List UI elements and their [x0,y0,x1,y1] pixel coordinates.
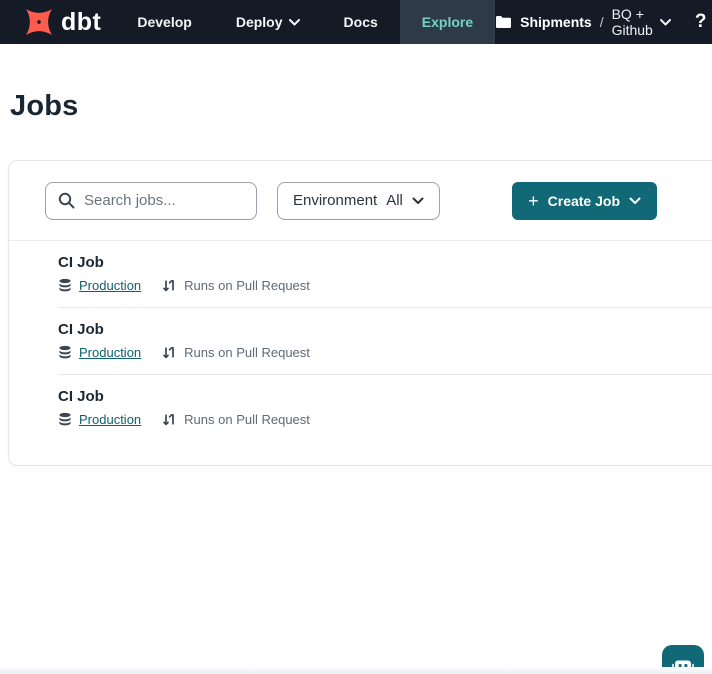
nav-item-develop[interactable]: Develop [137,14,192,30]
nav-item-explore[interactable]: Explore [399,0,496,44]
bottom-page-edge [0,667,712,674]
job-meta: Production Runs on Pull Request [58,278,712,293]
environment-filter-dropdown[interactable]: Environment All [277,181,440,220]
nav-right-section: Shipments / BQ + Github ? ⚙ [495,0,712,44]
plus-icon: + [528,190,539,211]
job-meta: Production Runs on Pull Request [58,345,712,360]
dbt-logo-icon [24,7,54,37]
create-job-button[interactable]: + Create Job [512,181,657,220]
job-title: CI Job [58,321,104,338]
help-icon[interactable]: ? [694,11,707,32]
breadcrumb-separator: / [599,14,604,30]
project-selector[interactable]: Shipments / BQ + Github [495,6,671,38]
jobs-card: Environment All + Create Job CI Job [8,160,712,466]
job-environment-link[interactable]: Production [79,345,142,360]
project-environment-dropdown[interactable]: BQ + Github [612,6,671,38]
primary-nav: Develop Deploy Docs Explore [115,0,496,44]
jobs-toolbar: Environment All + Create Job [9,161,712,241]
job-trigger-label: Runs on Pull Request [184,278,310,293]
job-row[interactable]: CI Job Production [58,375,712,441]
dbt-logo[interactable]: dbt [0,0,115,44]
database-icon [58,278,72,293]
job-row[interactable]: CI Job Production [58,308,712,375]
database-icon [58,345,72,360]
nav-item-docs[interactable]: Docs [343,14,378,30]
search-icon [58,192,75,209]
jobs-list: CI Job Production [9,241,712,441]
dbt-logo-text: dbt [61,7,102,36]
create-job-label: Create Job [547,192,620,209]
search-jobs-input[interactable] [84,192,244,209]
environment-filter-label: Environment [293,192,378,209]
top-navbar: dbt Develop Deploy Docs Explore [0,0,712,44]
chevron-down-icon [412,197,424,205]
pull-request-icon [162,412,177,427]
job-trigger-label: Runs on Pull Request [184,345,310,360]
folder-icon [495,15,512,29]
search-jobs-field[interactable] [45,181,257,220]
job-environment-link[interactable]: Production [79,278,142,293]
chevron-down-icon [659,18,671,26]
chevron-down-icon [629,197,641,205]
job-title: CI Job [58,388,104,405]
environment-filter-value: All [386,192,403,209]
job-row[interactable]: CI Job Production [58,241,712,308]
chevron-down-icon [288,18,300,26]
pull-request-icon [162,345,177,360]
job-environment-link[interactable]: Production [79,412,142,427]
job-trigger-label: Runs on Pull Request [184,412,310,427]
nav-item-deploy[interactable]: Deploy [214,0,322,44]
job-title: CI Job [58,254,104,271]
project-name: Shipments [520,14,592,30]
page-title: Jobs [10,90,79,122]
pull-request-icon [162,278,177,293]
database-icon [58,412,72,427]
job-meta: Production Runs on Pull Request [58,412,712,427]
